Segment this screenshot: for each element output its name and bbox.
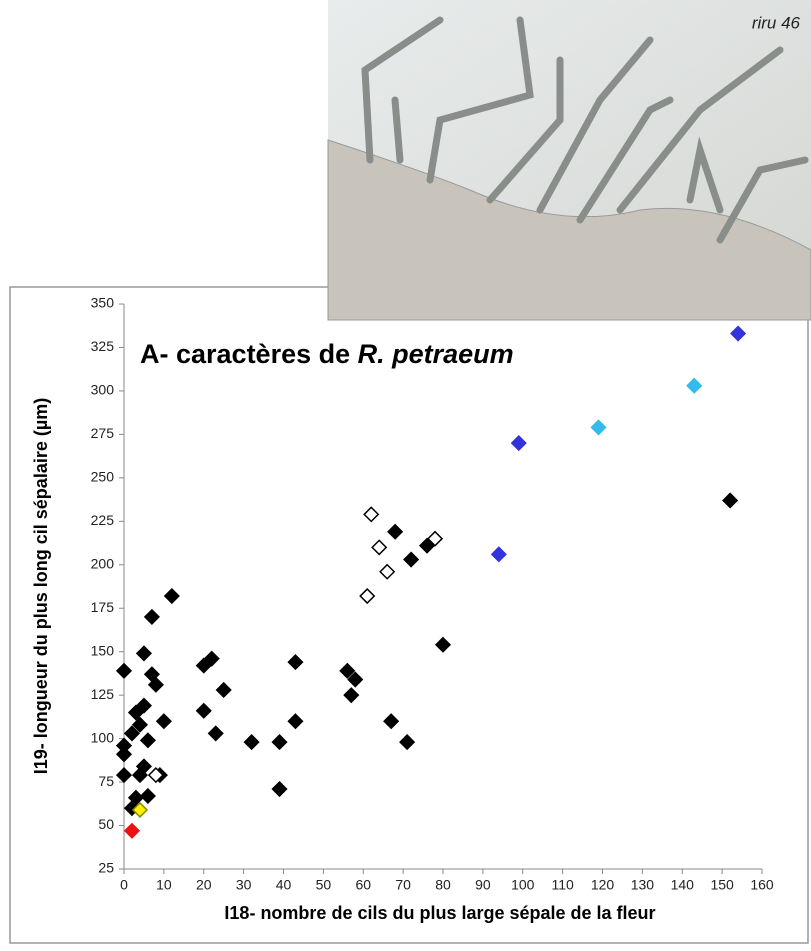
y-tick-label: 275	[91, 425, 115, 441]
data-point	[115, 767, 133, 784]
data-point	[243, 734, 260, 751]
x-tick-label: 80	[435, 877, 451, 893]
x-tick-label: 40	[276, 877, 292, 893]
photo-hairs	[361, 16, 809, 244]
x-tick-label: 160	[750, 877, 774, 893]
data-point	[135, 758, 152, 775]
data-point	[131, 801, 149, 818]
data-point	[339, 662, 356, 679]
plot-area: 25 50 75 100 125 150 175 200 225 250 275 300 325 350 0…	[91, 295, 774, 893]
x-tick-label: 150	[710, 877, 734, 893]
y-tick-label: 325	[91, 338, 115, 354]
data-point	[287, 713, 304, 730]
data-point	[207, 725, 224, 742]
chart-title: A- caractères de R. petraeum	[140, 339, 514, 369]
data-point	[139, 732, 156, 749]
data-point	[383, 713, 400, 730]
x-axis-label: I18- nombre de cils du plus large sépale…	[224, 903, 655, 923]
y-tick-label: 250	[91, 469, 115, 485]
data-point	[363, 506, 380, 523]
data-point	[379, 563, 396, 580]
y-axis-label: I19- longueur du plus long cil sépalaire…	[31, 398, 51, 774]
photo-label: riru 46	[752, 13, 801, 32]
data-point	[203, 650, 220, 667]
data-point	[590, 419, 607, 436]
x-tick-label: 70	[395, 877, 411, 893]
y-tick-label: 25	[98, 860, 114, 876]
data-point	[135, 697, 152, 714]
x-tick-label: 110	[551, 877, 574, 893]
y-tick-label: 125	[91, 686, 115, 702]
x-tick-label: 100	[511, 877, 535, 893]
data-point	[147, 676, 164, 693]
data-point	[347, 671, 364, 688]
data-point	[135, 645, 152, 662]
data-point	[730, 325, 747, 342]
y-tick-label: 225	[91, 512, 115, 528]
data-point	[123, 822, 141, 839]
y-tick-label: 175	[91, 599, 115, 615]
x-tick-label: 140	[671, 877, 695, 893]
data-point	[147, 767, 164, 784]
data-point	[490, 546, 507, 563]
data-point	[434, 636, 452, 653]
data-point	[155, 713, 172, 730]
y-tick-label: 100	[91, 729, 115, 745]
data-point	[510, 435, 527, 452]
data-point	[123, 725, 141, 742]
data-point	[271, 780, 288, 798]
data-point	[359, 588, 376, 605]
data-point	[163, 588, 180, 605]
data-point	[722, 492, 739, 509]
x-tick-label: 0	[120, 877, 128, 893]
data-point	[143, 608, 160, 625]
y-tick-label: 300	[91, 382, 115, 398]
data-point	[387, 523, 404, 540]
x-tick-label: 60	[355, 877, 371, 893]
data-point	[343, 687, 360, 704]
data-point	[287, 654, 304, 671]
x-tick-label: 20	[196, 877, 212, 893]
y-tick-label: 350	[91, 295, 115, 311]
x-tick-label: 130	[631, 877, 655, 893]
data-point	[131, 716, 149, 733]
x-tick-label: 120	[591, 877, 615, 893]
data-point	[686, 377, 703, 394]
data-point	[139, 787, 156, 805]
data-point	[371, 539, 388, 556]
x-tick-label: 30	[236, 877, 252, 893]
data-point	[115, 746, 133, 763]
x-tick-label: 50	[316, 877, 332, 893]
data-point	[399, 734, 416, 751]
y-tick-label: 200	[91, 555, 115, 571]
x-tick-label: 10	[156, 877, 172, 893]
chart-frame	[9, 286, 809, 944]
data-point	[195, 702, 212, 719]
x-tick-label: 90	[475, 877, 491, 893]
data-point	[403, 551, 420, 568]
y-tick-label: 75	[98, 773, 114, 789]
data-point	[215, 681, 232, 698]
y-tick-label: 50	[98, 816, 114, 832]
title-text: A- caractères de	[140, 339, 350, 369]
y-tick-label: 150	[91, 642, 115, 658]
title-italic: R. petraeum	[358, 339, 514, 369]
data-point	[271, 734, 288, 751]
data-point	[426, 530, 444, 547]
photo: riru 46	[327, 0, 811, 321]
data-point	[115, 662, 133, 679]
